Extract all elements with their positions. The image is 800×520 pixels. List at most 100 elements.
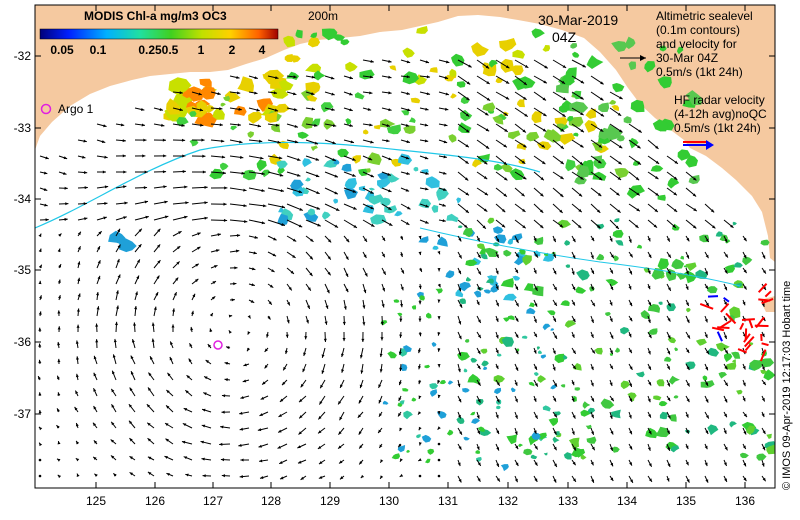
velocity-arrow	[628, 171, 640, 181]
chlorophyll-patch	[531, 111, 543, 124]
velocity-arrow	[96, 291, 100, 301]
chlorophyll-patch	[659, 45, 667, 52]
velocity-arrow	[153, 275, 160, 285]
chlorophyll-patch	[176, 117, 189, 127]
chlorophyll-patch	[429, 383, 439, 390]
velocity-arrow	[286, 91, 297, 96]
velocity-arrow	[742, 395, 746, 402]
chlorophyll-patch	[522, 255, 532, 266]
chlorophyll-patch	[715, 342, 730, 352]
chlorophyll-patch	[645, 427, 658, 439]
velocity-arrow	[419, 219, 429, 224]
velocity-arrow	[437, 250, 441, 255]
velocity-arrow	[95, 339, 99, 349]
velocity-arrow	[685, 443, 689, 450]
chlorophyll-patch	[729, 421, 737, 428]
chlorophyll-patch	[411, 305, 417, 310]
velocity-arrow	[476, 379, 481, 386]
velocity-arrow	[418, 235, 422, 240]
velocity-arrow	[96, 306, 100, 317]
velocity-arrow	[533, 331, 538, 338]
velocity-arrow	[457, 331, 462, 340]
colorbar-gradient	[39, 28, 279, 40]
argo-label: Argo 1	[58, 102, 94, 116]
velocity-arrow	[75, 440, 80, 445]
velocity-arrow	[514, 251, 520, 258]
velocity-arrow	[38, 343, 42, 349]
chlorophyll-patch	[630, 99, 645, 113]
velocity-arrow	[171, 324, 175, 333]
velocity-arrow	[457, 203, 470, 214]
velocity-arrow	[38, 327, 42, 333]
velocity-arrow	[257, 427, 269, 432]
chlorophyll-patch	[632, 160, 640, 166]
chlorophyll-patch	[402, 47, 415, 58]
velocity-arrow	[191, 123, 204, 127]
velocity-arrow	[418, 395, 422, 400]
velocity-arrow	[248, 139, 263, 143]
chlorophyll-patch	[521, 335, 528, 339]
velocity-arrow	[361, 331, 365, 343]
altimetry-legend-line: Altimetric sealevel	[656, 9, 753, 23]
velocity-arrow	[267, 91, 278, 95]
velocity-arrow	[362, 123, 373, 127]
chlorophyll-patch	[536, 346, 540, 351]
velocity-arrow	[76, 308, 80, 317]
velocity-arrow	[134, 138, 147, 142]
velocity-arrow	[38, 311, 42, 317]
velocity-arrow	[552, 411, 558, 418]
velocity-arrow	[359, 347, 364, 359]
velocity-arrow	[400, 219, 410, 226]
chlorophyll-patch	[418, 236, 429, 243]
velocity-arrow	[437, 363, 441, 368]
velocity-arrow	[552, 395, 557, 402]
velocity-arrow	[248, 251, 257, 255]
velocity-arrow	[666, 251, 672, 259]
velocity-arrow	[723, 267, 728, 274]
velocity-arrow	[240, 458, 250, 462]
velocity-arrow	[343, 91, 353, 96]
chlorophyll-patch	[278, 79, 294, 92]
velocity-arrow	[112, 354, 117, 365]
velocity-arrow	[457, 315, 462, 325]
velocity-arrow	[305, 107, 316, 111]
hf-radar-arrow	[761, 342, 769, 347]
chlorophyll-patch	[500, 163, 513, 173]
velocity-arrow	[476, 475, 481, 483]
chlorophyll-patch	[540, 354, 547, 359]
chlorophyll-patch	[493, 163, 505, 171]
velocity-arrow	[590, 395, 595, 402]
velocity-arrow	[343, 139, 355, 144]
chlorophyll-patch	[586, 436, 597, 444]
velocity-arrow	[418, 426, 422, 431]
chlorophyll-patch	[473, 290, 482, 298]
velocity-arrow	[438, 139, 448, 144]
velocity-arrow	[343, 203, 357, 210]
velocity-arrow	[495, 107, 508, 117]
velocity-arrow	[590, 363, 594, 371]
velocity-arrow	[93, 440, 98, 445]
chlorophyll-patch	[626, 184, 645, 199]
velocity-arrow	[417, 458, 422, 462]
velocity-arrow	[457, 411, 462, 419]
velocity-arrow	[723, 475, 728, 483]
velocity-arrow	[324, 139, 336, 145]
chlorophyll-patch	[425, 458, 431, 464]
chlorophyll-patch	[500, 58, 514, 73]
chlorophyll-patch	[657, 258, 669, 270]
velocity-arrow	[647, 395, 651, 403]
velocity-arrow	[704, 251, 709, 259]
chlorophyll-patch	[519, 249, 526, 255]
velocity-arrow	[229, 249, 240, 253]
y-tick-label: -32	[14, 49, 32, 63]
velocity-arrow	[58, 294, 61, 301]
velocity-arrow	[128, 403, 136, 413]
velocity-arrow	[723, 235, 728, 243]
velocity-arrow	[647, 331, 652, 339]
velocity-arrow	[267, 315, 271, 320]
velocity-arrow	[343, 267, 349, 278]
velocity-arrow	[286, 283, 293, 291]
velocity-arrow	[286, 299, 291, 306]
chlorophyll-patch	[402, 345, 412, 353]
velocity-arrow	[495, 411, 499, 419]
